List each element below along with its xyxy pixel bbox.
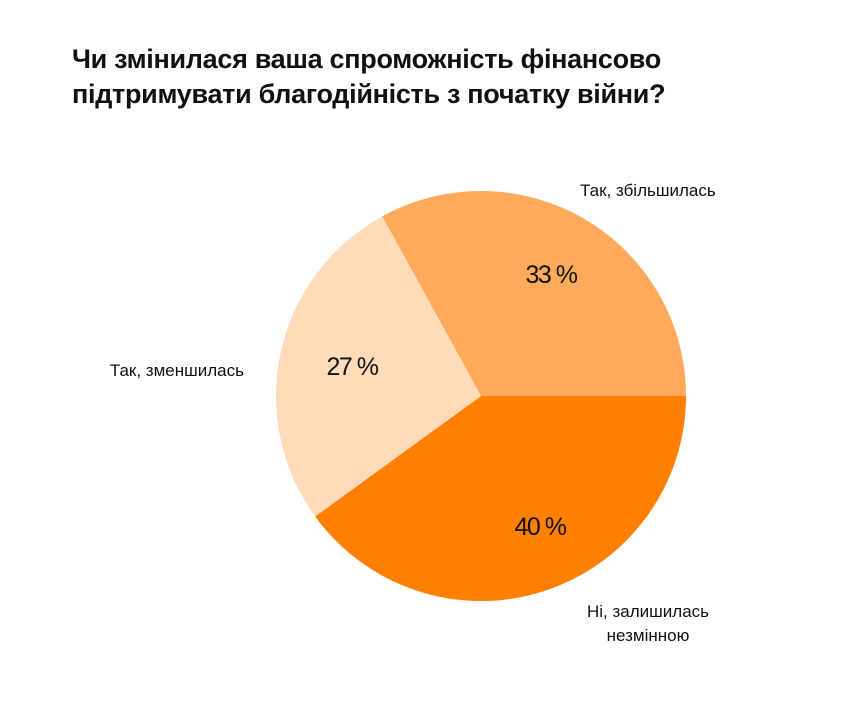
slice-category-label: Ні, залишилась незмінною <box>587 602 709 645</box>
slice-value-label: 27 % <box>327 353 379 381</box>
pie-slice <box>315 396 686 601</box>
slice-value-label: 33 % <box>526 261 578 289</box>
chart-title: Чи змінилася ваша спроможність фінансово… <box>72 44 666 109</box>
pie-slice <box>382 191 686 396</box>
slice-category-label: Так, зменшилась <box>110 361 244 380</box>
slice-category-label: Так, збільшилась <box>580 181 716 200</box>
slice-value-label: 40 % <box>515 513 567 541</box>
pie-slice <box>276 216 481 517</box>
